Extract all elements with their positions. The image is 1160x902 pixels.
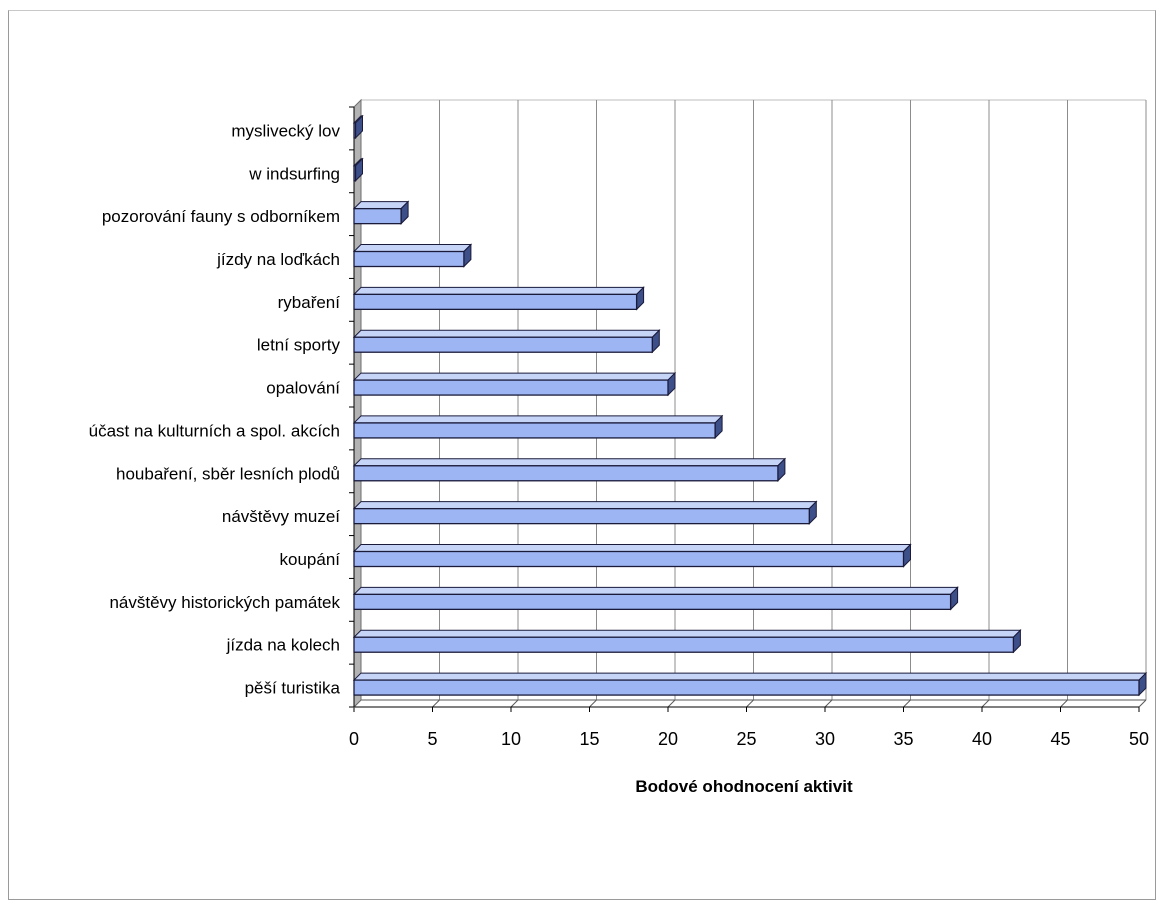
gridlines [353,99,1147,712]
x-axis-title: Bodové ohodnocení aktivit [635,777,853,796]
bar-front-face [353,379,669,396]
bar-top-face [352,201,410,210]
category-label: opalování [266,379,340,398]
bar [352,457,787,482]
floor-gridline [746,699,754,708]
bar-front-face [353,593,952,611]
bar-top-face [352,244,473,252]
bar-front-face [353,165,357,182]
chart-frame [8,10,1156,900]
category-label: pozorování fauny s odborníkem [102,207,340,226]
x-tick-label: 30 [815,729,835,749]
bar-top-face [352,286,645,295]
x-tick-label: 35 [893,729,913,749]
floor-gridline [1060,699,1068,708]
x-tick-label: 10 [501,729,521,749]
bar [352,243,473,268]
category-label: w indsurfing [248,164,340,183]
x-tick-label: 5 [427,729,437,749]
bar [352,157,364,182]
x-tick-label: 50 [1129,729,1149,749]
x-tick-label: 25 [736,729,756,749]
bar [352,371,677,397]
bar [352,629,1022,654]
bar-front-face [353,550,905,568]
category-label: rybaření [278,293,341,312]
bar [352,543,912,568]
bar-front-face [353,422,716,439]
bar-front-face [353,250,465,268]
floor-gridline [589,699,597,708]
bar-front-face [353,336,653,353]
category-label: účast na kulturních a spol. akcích [89,421,340,440]
bar-top-face [352,629,1022,638]
bar [352,329,661,354]
x-tick-label: 0 [349,729,359,749]
bar [352,286,645,311]
bar [352,114,364,140]
bar-top-face [352,544,912,552]
bar [352,414,724,440]
x-tick-label: 15 [579,729,599,749]
bar-front-face [353,207,402,225]
bar [352,586,959,611]
category-label: koupání [280,550,341,569]
side-wall [353,98,362,709]
bar-front-face [353,465,779,482]
category-label: jízda na kolech [226,636,340,655]
floor-gridline [981,699,990,708]
bar-front-face [353,293,638,311]
category-label: myslivecký lov [231,121,340,140]
bar-front-face [353,679,1140,696]
bar-front-face [353,636,1015,653]
floor-gridline [510,699,519,708]
bar [352,671,1148,697]
category-label: houbaření, sběr lesních plodů [116,464,340,483]
bar-front-face [353,122,357,139]
category-label: návštěvy historických památek [109,593,340,612]
bar-front-face [353,507,810,525]
floor-gridline [667,699,676,708]
category-label: jízdy na loďkách [216,250,340,269]
floor-gridline [1138,699,1147,708]
bar [352,200,410,225]
category-label: návštěvy muzeí [222,507,340,526]
bar-top-face [352,501,818,510]
x-tick-label: 45 [1050,729,1070,749]
bar-top-face [352,458,787,467]
x-tick-labels: 0 5 10 15 20 25 30 35 40 45 50 [349,729,1149,749]
bar-top-face [352,372,677,381]
category-label: letní sporty [257,336,341,355]
bar [352,500,818,525]
bar-top-face [352,415,724,424]
floor-gridline [432,699,440,708]
floor-gridline [824,699,833,708]
category-labels: myslivecký lov w indsurfing pozorování fau… [89,121,341,697]
bars [352,114,1148,697]
x-tick-label: 40 [972,729,992,749]
category-label: pěší turistika [245,679,341,698]
bar-top-face [352,672,1148,681]
floor-gridline [903,699,911,708]
chart-walls [349,98,362,709]
bar-top-face [352,329,661,338]
x-tick-label: 20 [658,729,678,749]
bar-top-face [352,586,959,595]
